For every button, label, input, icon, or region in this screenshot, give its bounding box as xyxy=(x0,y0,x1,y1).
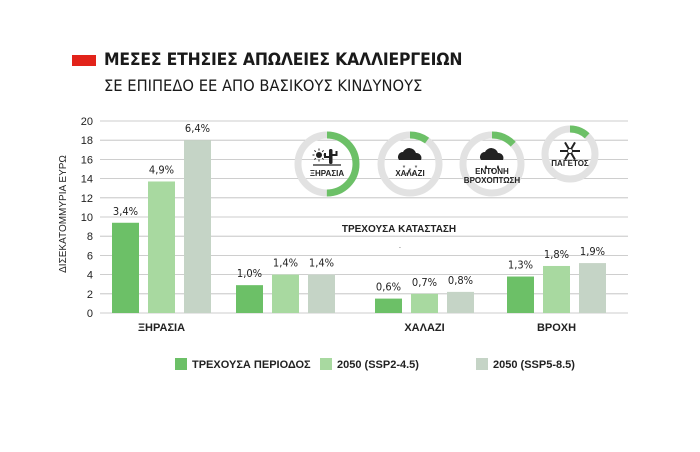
svg-text:*: * xyxy=(412,172,415,179)
legend-item: 2050 (SSP5-8.5) xyxy=(476,358,575,371)
inset-rings: ΞΗΡΑΣΙΑ* * ** *ΧΑΛΑΖΙ ΕΝΤΟΝΗΒΡΟΧΟΠΤΩΣΗΠΑΓΕΤΟ… xyxy=(294,125,599,197)
ring-label: ΞΗΡΑΣΙΑ xyxy=(310,169,344,178)
legend-item: 2050 (SSP2-4.5) xyxy=(320,358,419,371)
bar-value-label: 0,8% xyxy=(448,274,473,287)
bar-value-label: 1,4% xyxy=(309,257,334,270)
legend-swatch xyxy=(320,358,332,370)
title-block: ΜΕΣΕΣ ΕΤΗΣΙΕΣ ΑΠΩΛΕΙΕΣ ΚΑΛΛΙΕΡΓΕΙΩΝ ΣΕ Ε… xyxy=(72,50,493,95)
y-tick-label: 20 xyxy=(81,116,93,128)
legend-label: 2050 (SSP2-4.5) xyxy=(337,359,419,371)
ring-label: ΠΑΓΕΤΟΣ xyxy=(551,159,589,168)
bar-value-label: 3,4% xyxy=(113,205,138,218)
y-tick-label: 16 xyxy=(81,154,93,166)
y-tick-label: 18 xyxy=(81,135,93,147)
bar xyxy=(272,274,299,313)
bar-value-label: 1,0% xyxy=(237,267,262,280)
ring-share-arc xyxy=(541,125,599,183)
current-status-inset: ΤΡΕΧΟΥΣΑ ΚΑΤΑΣΤΑΣΗ · ΞΗΡΑΣΙΑ* * ** *ΧΑΛΑΖΙ Ε… xyxy=(294,125,599,252)
status-ring: * * ** *ΧΑΛΑΖΙ xyxy=(377,131,443,197)
bar-value-label: 1,8% xyxy=(544,248,569,261)
y-axis-label: ΔΙΣΕΚΑΤΟΜΜΥΡΙΑ ΕΥΡΩ xyxy=(58,155,69,273)
bar xyxy=(375,298,402,313)
frost-icon xyxy=(560,141,580,161)
bars xyxy=(112,140,606,313)
bar-value-label: 1,9% xyxy=(580,245,605,258)
bar-value-labels: 3,4% 1,0% 0,6% 1,3% 4,9% 1,4% 0,7% 1,8% 6,4% 1,4%… xyxy=(113,122,605,293)
legend: ΤΡΕΧΟΥΣΑ ΠΕΡΙΟΔΟΣ 2050 (SSP2-4.5) 2050 (SS… xyxy=(175,358,575,371)
bar xyxy=(411,293,438,313)
svg-text:*: * xyxy=(409,168,412,175)
ring-share-arc xyxy=(294,131,360,197)
bar xyxy=(236,285,263,313)
legend-swatch xyxy=(175,358,187,370)
bar-value-label: 6,4% xyxy=(185,122,210,135)
ring-label: ΧΑΛΑΖΙ xyxy=(395,169,424,178)
inset-title: ΤΡΕΧΟΥΣΑ ΚΑΤΑΣΤΑΣΗ xyxy=(342,224,456,235)
bar xyxy=(308,274,335,313)
category-labels: ΞΗΡΑΣΙΑ ΧΑΛΑΖΙ ΒΡΟΧΗ xyxy=(138,322,576,334)
drought-icon xyxy=(312,148,341,166)
y-axis-ticks: 0 2 4 6 8 10 12 14 16 18 20 xyxy=(81,116,93,320)
bar-value-label: 0,7% xyxy=(412,276,437,289)
heavy-rain-icon xyxy=(480,148,504,172)
title-accent-mark xyxy=(72,54,96,66)
chart-title: ΜΕΣΕΣ ΕΤΗΣΙΕΣ ΑΠΩΛΕΙΕΣ ΚΑΛΛΙΕΡΓΕΙΩΝ xyxy=(104,50,463,70)
category-label: ΞΗΡΑΣΙΑ xyxy=(138,322,185,334)
inset-dot: · xyxy=(399,243,402,252)
y-tick-label: 6 xyxy=(87,250,93,262)
y-tick-label: 8 xyxy=(87,231,93,243)
category-label: ΧΑΛΑΖΙ xyxy=(404,322,444,334)
ring-label: ΕΝΤΟΝΗ xyxy=(475,167,509,176)
y-tick-label: 10 xyxy=(81,212,93,224)
ring-label: ΒΡΟΧΟΠΤΩΣΗ xyxy=(464,176,521,185)
bar-value-label: 4,9% xyxy=(149,163,174,176)
legend-swatch xyxy=(476,358,488,370)
bar xyxy=(148,181,175,313)
bar-value-label: 0,6% xyxy=(376,281,401,294)
category-label: ΒΡΟΧΗ xyxy=(537,322,576,334)
status-ring: ΞΗΡΑΣΙΑ xyxy=(294,131,360,197)
svg-text:*: * xyxy=(415,165,418,172)
status-ring: ΠΑΓΕΤΟΣ xyxy=(541,125,599,183)
legend-label: 2050 (SSP5-8.5) xyxy=(493,359,575,371)
ring-share-arc xyxy=(459,131,525,197)
ring-track xyxy=(377,131,443,197)
bar-value-label: 1,4% xyxy=(273,257,298,270)
y-tick-label: 0 xyxy=(87,308,93,320)
bar xyxy=(447,291,474,313)
y-tick-label: 14 xyxy=(81,174,93,186)
y-tick-label: 2 xyxy=(87,289,93,301)
legend-label: ΤΡΕΧΟΥΣΑ ΠΕΡΙΟΔΟΣ xyxy=(192,359,311,371)
y-tick-label: 12 xyxy=(81,193,93,205)
svg-text:*: * xyxy=(403,165,406,172)
svg-text:*: * xyxy=(406,172,409,179)
bar xyxy=(543,265,570,313)
chart-subtitle: ΣΕ ΕΠΙΠΕΔΟ ΕΕ ΑΠΟ ΒΑΣΙΚΟΥΣ ΚΙΝΔΥΝΟΥΣ xyxy=(104,76,423,95)
bar-value-label: 1,3% xyxy=(508,259,533,272)
bar xyxy=(507,276,534,313)
bar xyxy=(184,140,211,313)
legend-item: ΤΡΕΧΟΥΣΑ ΠΕΡΙΟΔΟΣ xyxy=(175,358,311,371)
y-tick-label: 4 xyxy=(87,270,93,282)
hail-icon: * * ** * xyxy=(398,148,422,179)
bar xyxy=(112,222,139,313)
bar xyxy=(579,263,606,313)
ring-share-arc xyxy=(377,131,443,197)
